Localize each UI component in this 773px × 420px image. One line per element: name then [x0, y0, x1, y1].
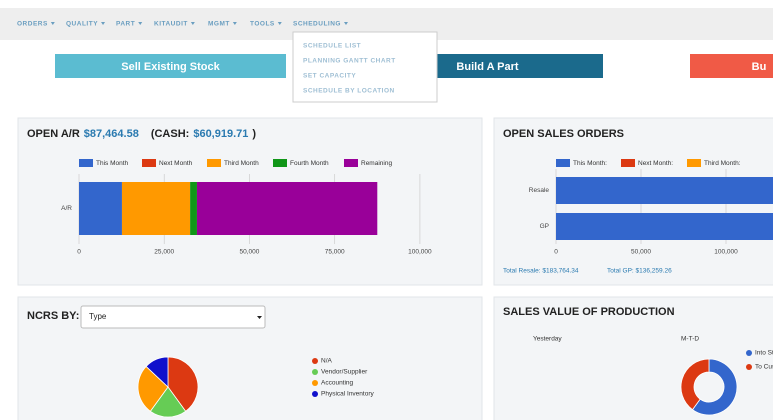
legend-label: To Cust... [755, 364, 773, 371]
slice [149, 386, 187, 418]
panel-title: SALES VALUE OF PRODUCTION [503, 306, 675, 318]
legend-label: This Month [96, 160, 129, 167]
slice [680, 358, 710, 411]
dropdown-menu [292, 31, 438, 103]
nav-item[interactable]: ORDERS [17, 21, 48, 28]
type-select[interactable] [80, 305, 266, 329]
bar-segment [79, 182, 122, 235]
panel-title: $87,464.58 [84, 128, 139, 140]
select-caret [257, 316, 262, 319]
panel-title: (CASH: [151, 128, 190, 140]
x-tick-label: 25,000 [154, 249, 174, 256]
legend-swatch [556, 159, 570, 167]
legend-swatch [687, 159, 701, 167]
panel-title: $60,919.71 [193, 128, 248, 140]
dropdown-item[interactable]: SCHEDULE LIST [303, 43, 361, 50]
bar-segment [190, 182, 197, 235]
x-tick-label: 100,000 [714, 249, 738, 256]
legend-label: Third Month [224, 160, 259, 167]
dropdown-item[interactable]: PLANNING GANTT CHART [303, 58, 396, 65]
legend-label: Third Month: [704, 160, 741, 167]
legend-label: Accounting [321, 380, 354, 387]
bar-segment [556, 177, 773, 204]
legend-label: Next Month [159, 160, 193, 167]
panel-title: ) [252, 128, 256, 140]
y-tick-label: GP [540, 223, 549, 230]
panel-title: OPEN SALES ORDERS [503, 128, 624, 140]
bar-segment [196, 182, 378, 235]
slice [167, 356, 199, 412]
nav-caret [190, 22, 195, 25]
button-label: Bu [752, 61, 767, 73]
nav-caret [101, 22, 106, 25]
bar-segment [121, 182, 191, 235]
x-tick-label: 0 [554, 249, 558, 256]
x-tick-label: 50,000 [240, 249, 260, 256]
total-label: Total Resale: $183,764.34 [503, 268, 579, 275]
legend-swatch [207, 159, 221, 167]
x-tick-label: 75,000 [325, 249, 345, 256]
nav-item[interactable]: TOOLS [250, 21, 275, 28]
panel-title: NCRS BY: [27, 310, 79, 322]
legend-label: Into Stock [755, 350, 773, 357]
nav-caret [277, 22, 282, 25]
legend-swatch [621, 159, 635, 167]
nav-item[interactable]: KITAUDIT [154, 21, 188, 28]
legend-dot [312, 391, 318, 397]
legend-dot [746, 364, 752, 370]
legend-swatch [79, 159, 93, 167]
legend-dot [746, 350, 752, 356]
nav-item[interactable]: SCHEDULING [293, 21, 341, 28]
legend-label: Remaining [361, 160, 392, 167]
panel-title: OPEN A/R [27, 128, 80, 140]
total-label: Total GP: $136,259.26 [607, 268, 672, 275]
chart-label: Yesterday [533, 336, 562, 343]
nav-caret [138, 22, 143, 25]
select-value: Type [89, 312, 107, 321]
slice [691, 358, 738, 416]
nav-caret [232, 22, 237, 25]
x-tick-label: 100,000 [408, 249, 432, 256]
y-tick-label: Resale [529, 187, 550, 194]
legend-dot [312, 380, 318, 386]
button-label: Build A Part [456, 61, 518, 73]
legend-label: Vendor/Supplier [321, 369, 368, 376]
slice [137, 365, 169, 412]
chart-label: M-T-D [681, 336, 699, 343]
x-tick-label: 0 [77, 249, 81, 256]
legend-label: Physical Inventory [321, 391, 374, 398]
slice [145, 356, 169, 388]
y-tick-label: A/R [61, 205, 72, 212]
legend-label: This Month: [573, 160, 607, 167]
nav-item[interactable]: PART [116, 21, 135, 28]
legend-swatch [273, 159, 287, 167]
legend-dot [312, 369, 318, 375]
nav-item[interactable]: QUALITY [66, 21, 98, 28]
x-tick-label: 50,000 [631, 249, 651, 256]
nav-item[interactable]: MGMT [208, 21, 230, 28]
dropdown-item[interactable]: SET CAPACITY [303, 73, 356, 80]
bar-segment [556, 213, 773, 240]
dropdown-item[interactable]: SCHEDULE BY LOCATION [303, 88, 395, 95]
legend-label: N/A [321, 358, 333, 365]
nav-caret [343, 22, 348, 25]
legend-label: Next Month: [638, 160, 673, 167]
legend-swatch [142, 159, 156, 167]
legend-swatch [344, 159, 358, 167]
button-label: Sell Existing Stock [121, 61, 220, 73]
legend-label: Fourth Month [290, 160, 329, 167]
action-button[interactable] [690, 54, 773, 78]
action-button[interactable] [55, 54, 286, 78]
nav-caret [50, 22, 55, 25]
legend-dot [312, 358, 318, 364]
